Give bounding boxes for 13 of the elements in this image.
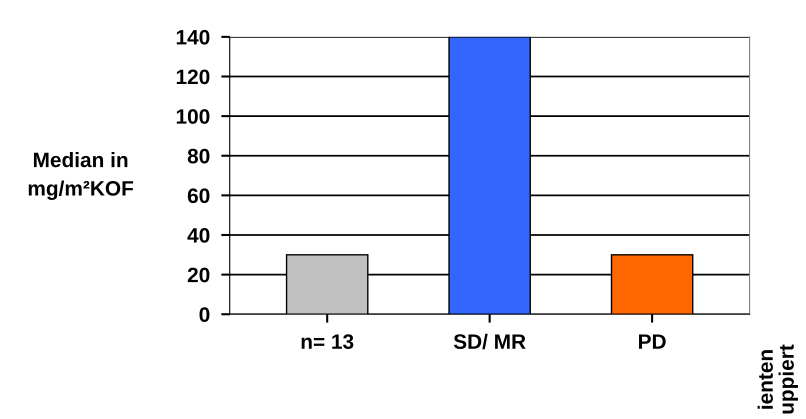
x-tick-label: n= 13 xyxy=(302,334,354,350)
y-tick-label: 120 xyxy=(176,70,210,84)
y-tick-label: 40 xyxy=(187,228,210,243)
text: ienten uppiert xyxy=(758,344,798,414)
y-tick-label: 60 xyxy=(188,188,210,204)
y-tick-label: 20 xyxy=(188,268,210,282)
y-axis-title: Median in mg/m²KOF xyxy=(28,152,134,200)
y-tick-label: 100 xyxy=(176,109,210,124)
y-tick-label: 140 xyxy=(176,30,210,45)
x-tick-label: PD xyxy=(639,334,666,349)
y-tick-label: 80 xyxy=(188,148,210,164)
x-tick-label: SD/ MR xyxy=(454,334,526,350)
y-tick-label: 0 xyxy=(200,307,210,322)
